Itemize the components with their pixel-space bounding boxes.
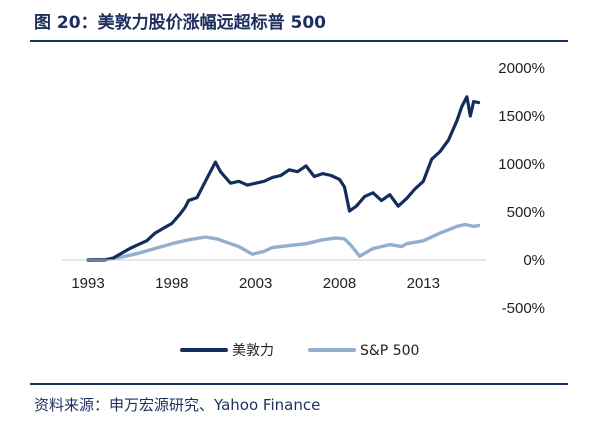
y-tick-label: 1500% (498, 108, 545, 125)
y-tick-label: -500% (502, 300, 545, 317)
x-tick-label: 2003 (239, 275, 272, 292)
plot-lines (86, 95, 481, 262)
x-tick-label: 1998 (155, 275, 188, 292)
x-tick-label: 2013 (407, 275, 440, 292)
y-tick-label: 500% (507, 204, 545, 221)
y-tick-label: 2000% (498, 60, 545, 77)
legend-label: 美敦力 (232, 343, 274, 359)
legend-label: S&P 500 (360, 343, 419, 359)
x-axis-ticks: 1993 1998 2003 2008 2013 (71, 275, 440, 292)
figure-title: 图 20：美敦力股价涨幅远超标普 500 (34, 13, 326, 33)
y-tick-label: 1000% (498, 156, 545, 173)
source-note: 资料来源：申万宏源研究、Yahoo Finance (34, 396, 321, 414)
source-rule (30, 383, 568, 385)
legend: 美敦力 S&P 500 (180, 343, 419, 359)
y-tick-label: 0% (523, 252, 545, 269)
title-rule (30, 40, 568, 42)
series-line-1 (86, 222, 481, 262)
y-axis-ticks: 2000% 1500% 1000% 500% 0% -500% (498, 60, 545, 317)
series-line-0 (86, 95, 481, 262)
x-tick-label: 2008 (323, 275, 356, 292)
line-chart: 1993 1998 2003 2008 2013 2000% 1500% 1000% 500%… (62, 60, 545, 359)
x-tick-label: 1993 (71, 275, 104, 292)
